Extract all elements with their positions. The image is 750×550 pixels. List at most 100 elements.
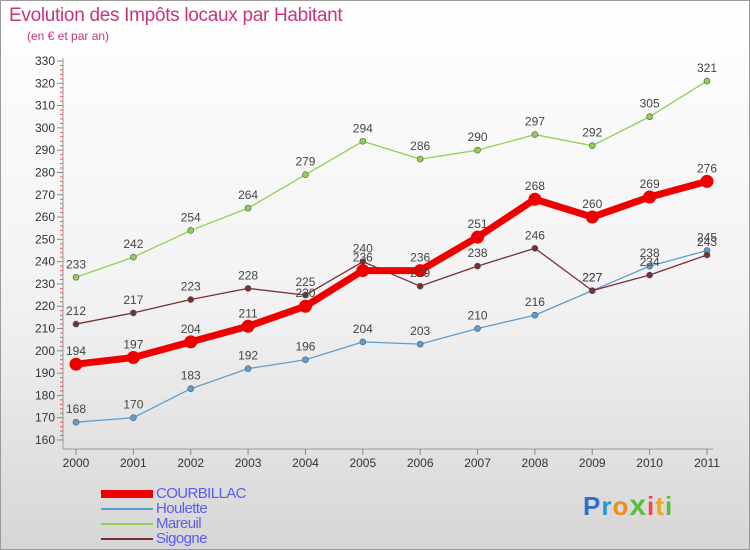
data-point [187, 296, 195, 303]
data-point [298, 299, 312, 313]
data-label: 227 [582, 271, 602, 285]
data-label: 228 [238, 268, 258, 282]
data-label: 238 [640, 246, 660, 260]
data-label: 254 [181, 210, 201, 224]
legend-label: Sigogne [156, 530, 207, 547]
data-label: 240 [353, 242, 373, 256]
chart-subtitle: (en € et par an) [27, 29, 110, 43]
data-point [130, 309, 137, 317]
y-tick-label: 280 [35, 165, 55, 179]
data-point [531, 311, 539, 319]
data-point [130, 253, 137, 261]
data-label: 292 [582, 126, 602, 140]
x-tick-label: 2008 [522, 456, 549, 470]
data-point [302, 171, 309, 178]
y-tick-label: 190 [35, 366, 55, 380]
data-label: 210 [468, 309, 488, 323]
data-label: 197 [123, 338, 143, 352]
data-point [416, 155, 424, 163]
data-label: 236 [353, 251, 373, 265]
data-label: 297 [525, 115, 545, 129]
data-point [359, 338, 367, 346]
data-point [302, 356, 309, 364]
data-label: 260 [582, 197, 602, 211]
data-label: 194 [66, 344, 86, 358]
x-tick-label: 2010 [636, 456, 663, 470]
data-label: 211 [239, 306, 258, 320]
data-label: 217 [123, 293, 143, 307]
data-point [359, 137, 367, 145]
data-point [700, 174, 714, 188]
data-label: 321 [697, 61, 717, 75]
data-point [646, 262, 653, 270]
data-label: 212 [66, 304, 86, 318]
data-label: 238 [468, 246, 488, 260]
data-point [244, 365, 252, 372]
data-label: 286 [410, 139, 430, 153]
data-point [187, 385, 195, 393]
data-label: 245 [697, 231, 717, 245]
data-label: 243 [697, 235, 717, 249]
data-label: 290 [468, 130, 488, 144]
y-tick-label: 160 [35, 433, 55, 447]
y-tick-label: 320 [35, 76, 55, 90]
x-tick-label: 2004 [292, 456, 319, 470]
data-label: 234 [640, 255, 660, 269]
data-point [302, 291, 309, 299]
data-label: 192 [238, 349, 258, 363]
proxiti-logo: Proxiti [583, 489, 673, 523]
y-tick-label: 270 [35, 188, 55, 202]
data-point [643, 190, 657, 204]
series-line-sigogne [75, 247, 708, 325]
y-tick-label: 250 [35, 232, 55, 246]
data-label: 183 [181, 369, 201, 383]
x-tick-label: 2000 [63, 456, 90, 470]
y-tick-label: 330 [35, 54, 55, 68]
data-point [474, 146, 481, 154]
data-label: 236 [410, 251, 430, 265]
data-label: 170 [123, 398, 143, 412]
data-point [241, 319, 255, 333]
data-point [474, 325, 481, 332]
legend-swatch [101, 523, 153, 525]
data-point [474, 262, 481, 270]
data-label: 233 [66, 257, 86, 271]
x-tick-label: 2003 [235, 456, 262, 470]
data-label: 246 [525, 228, 545, 242]
x-tick-label: 2002 [177, 456, 204, 470]
chart-title: Evolution des Impôts locaux par Habitant [9, 5, 343, 26]
y-tick-label: 310 [35, 99, 55, 113]
data-point [531, 244, 539, 252]
data-point [130, 414, 137, 422]
data-point [356, 264, 370, 278]
data-point [416, 282, 424, 290]
data-point [585, 210, 599, 224]
legend-swatch [101, 508, 153, 510]
data-label: 216 [525, 295, 545, 309]
y-tick-label: 240 [35, 255, 55, 269]
data-point [187, 227, 195, 234]
logo-letter: P [583, 491, 602, 521]
data-point [244, 285, 252, 292]
data-label: 269 [640, 177, 660, 191]
data-label: 294 [353, 121, 373, 135]
data-point [703, 251, 711, 259]
logo-letter: i [664, 491, 674, 521]
x-tick-label: 2011 [694, 456, 720, 470]
data-label: 204 [181, 322, 201, 336]
data-point [646, 113, 653, 121]
data-point [126, 351, 140, 365]
data-point [413, 264, 427, 278]
data-label: 203 [410, 324, 430, 338]
data-label: 279 [295, 155, 315, 169]
data-point [528, 192, 542, 206]
data-point [471, 230, 485, 244]
series-line-courbillac [75, 178, 708, 368]
data-label: 225 [295, 275, 315, 289]
data-label: 268 [525, 179, 545, 193]
data-label: 276 [697, 161, 717, 175]
data-point [416, 340, 424, 348]
legend-swatch [101, 490, 153, 498]
logo-letter: t [655, 491, 665, 521]
data-point [69, 357, 83, 371]
